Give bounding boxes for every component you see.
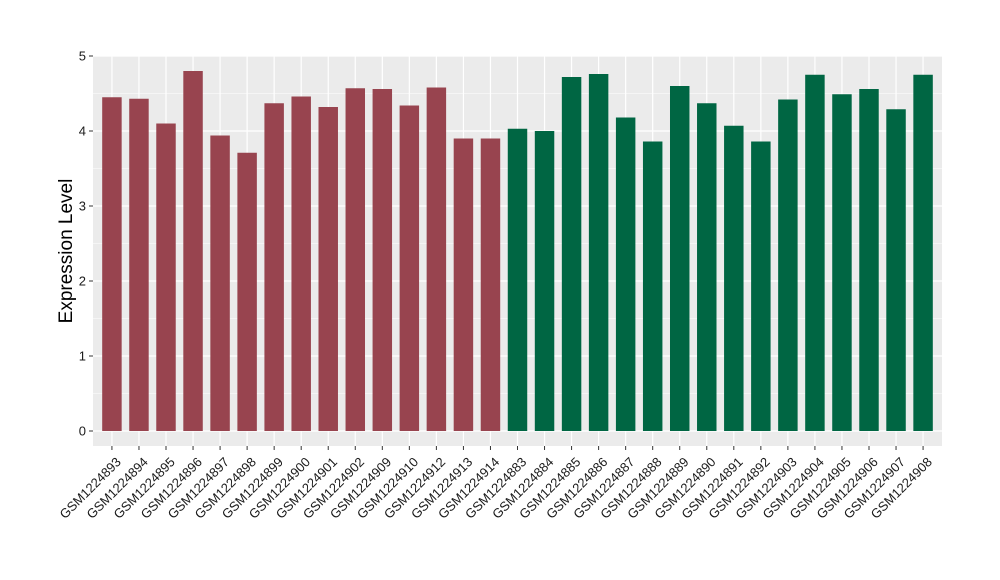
bar-GSM1224892 (751, 141, 771, 431)
y-tick-label: 5 (79, 49, 86, 64)
y-tick-label: 4 (79, 124, 86, 139)
bar-GSM1224904 (805, 74, 825, 431)
bar-GSM1224891 (724, 125, 744, 431)
bars-layer (102, 71, 933, 431)
bar-GSM1224899 (264, 103, 284, 431)
bar-GSM1224890 (697, 103, 717, 431)
bar-GSM1224908 (913, 74, 933, 431)
bar-GSM1224903 (778, 99, 798, 431)
bar-GSM1224894 (129, 98, 149, 431)
bar-GSM1224910 (399, 105, 420, 431)
bar-GSM1224888 (642, 141, 663, 431)
bar-GSM1224887 (615, 117, 636, 431)
bar-GSM1224912 (426, 87, 447, 431)
bar-GSM1224913 (453, 138, 474, 431)
bar-GSM1224906 (859, 89, 879, 431)
bar-GSM1224900 (291, 96, 311, 431)
y-tick-label: 0 (79, 424, 86, 439)
bar-GSM1224901 (318, 107, 338, 431)
bar-GSM1224886 (588, 74, 609, 431)
bar-GSM1224907 (886, 109, 906, 431)
y-axis-title: Expression Level (56, 179, 77, 324)
bar-GSM1224883 (507, 128, 528, 431)
bar-GSM1224893 (102, 97, 122, 431)
bar-GSM1224895 (156, 123, 176, 431)
y-axis: 0 1 2 3 4 5 (79, 49, 93, 439)
bar-GSM1224885 (561, 77, 582, 431)
bar-GSM1224909 (372, 89, 393, 431)
bar-GSM1224897 (210, 135, 230, 431)
y-tick-label: 3 (79, 199, 86, 214)
x-axis: GSM1224893GSM1224894GSM1224895GSM1224896… (56, 446, 935, 522)
bar-GSM1224884 (534, 131, 555, 431)
bar-GSM1224896 (183, 71, 203, 431)
y-tick-label: 1 (79, 349, 86, 364)
bar-GSM1224889 (669, 86, 690, 431)
bar-GSM1224902 (345, 88, 366, 431)
bar-GSM1224914 (480, 138, 501, 431)
bar-GSM1224898 (237, 152, 257, 431)
bar-GSM1224905 (832, 94, 852, 431)
y-tick-label: 2 (79, 274, 86, 289)
